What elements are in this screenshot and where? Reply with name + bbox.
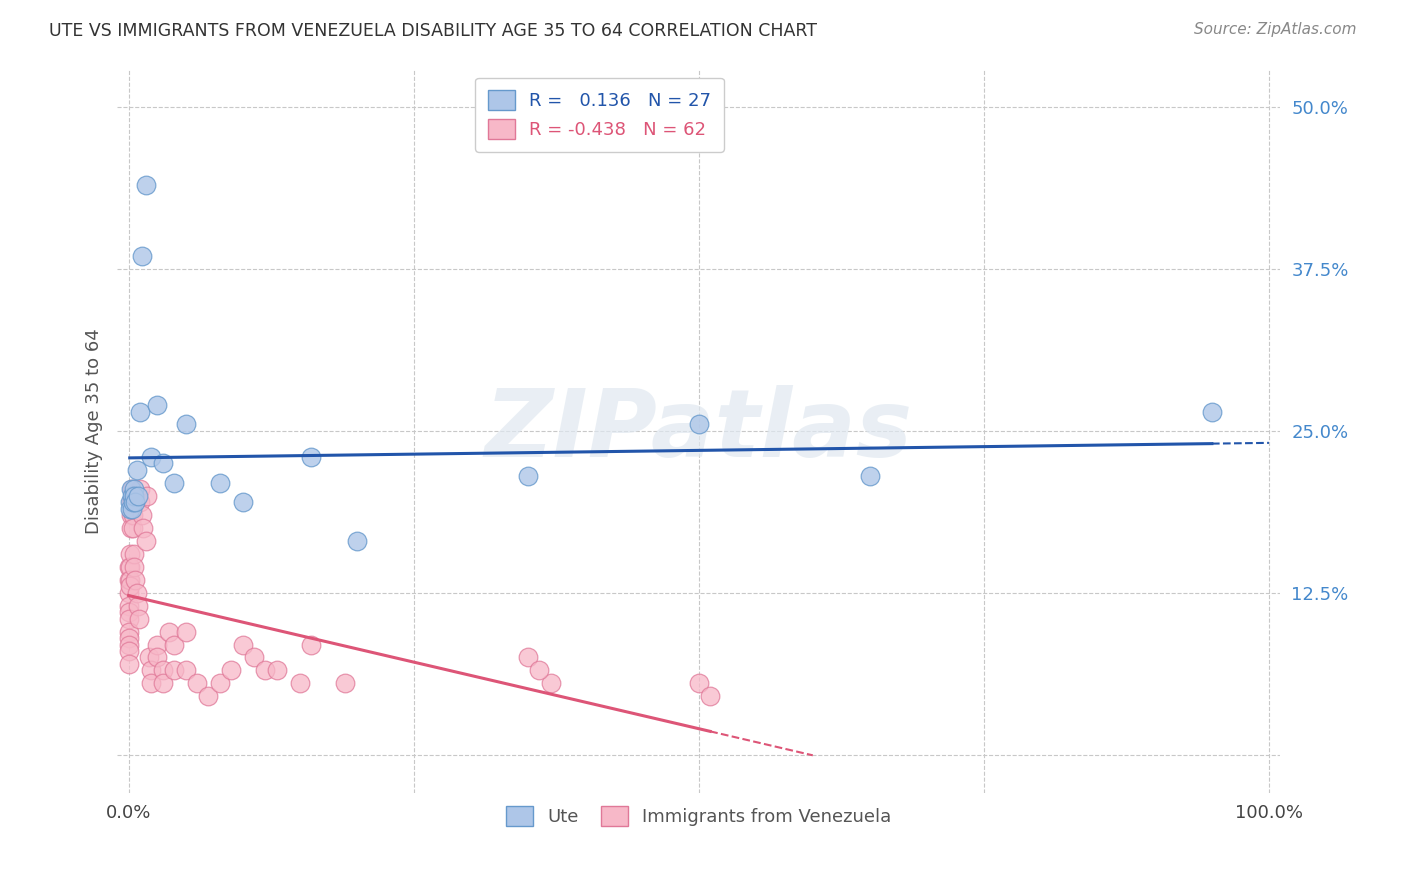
Point <box>141 676 163 690</box>
Point <box>208 676 231 690</box>
Point <box>516 469 538 483</box>
Point <box>174 624 197 639</box>
Point <box>117 573 139 587</box>
Point <box>299 638 322 652</box>
Point <box>117 624 139 639</box>
Text: Source: ZipAtlas.com: Source: ZipAtlas.com <box>1194 22 1357 37</box>
Point <box>232 638 254 652</box>
Point <box>131 249 153 263</box>
Point <box>128 612 150 626</box>
Point <box>124 547 146 561</box>
Point <box>141 450 163 464</box>
Point <box>122 521 145 535</box>
Point <box>146 398 169 412</box>
Point <box>243 650 266 665</box>
Point <box>163 638 186 652</box>
Point <box>118 501 141 516</box>
Point <box>121 501 143 516</box>
Point <box>124 573 146 587</box>
Point <box>157 624 180 639</box>
Point <box>859 469 882 483</box>
Point <box>219 664 242 678</box>
Point <box>288 676 311 690</box>
Point <box>125 585 148 599</box>
Point <box>138 650 160 665</box>
Point <box>335 676 357 690</box>
Point <box>117 644 139 658</box>
Point <box>124 482 146 496</box>
Y-axis label: Disability Age 35 to 64: Disability Age 35 to 64 <box>86 328 103 533</box>
Point <box>118 495 141 509</box>
Point <box>699 690 721 704</box>
Point <box>117 612 139 626</box>
Point <box>120 482 142 496</box>
Point <box>163 664 186 678</box>
Point <box>117 585 139 599</box>
Point <box>152 676 174 690</box>
Text: ZIPatlas: ZIPatlas <box>485 385 912 477</box>
Point <box>197 690 219 704</box>
Point <box>141 664 163 678</box>
Point <box>127 599 149 613</box>
Point <box>174 417 197 432</box>
Point <box>125 463 148 477</box>
Point <box>163 475 186 490</box>
Point <box>129 495 152 509</box>
Point <box>127 489 149 503</box>
Point <box>516 650 538 665</box>
Point <box>122 508 145 522</box>
Point <box>254 664 277 678</box>
Point <box>120 508 142 522</box>
Point <box>135 489 157 503</box>
Point <box>266 664 288 678</box>
Point <box>688 417 710 432</box>
Point <box>124 489 146 503</box>
Point <box>118 579 141 593</box>
Point <box>131 508 153 522</box>
Text: UTE VS IMMIGRANTS FROM VENEZUELA DISABILITY AGE 35 TO 64 CORRELATION CHART: UTE VS IMMIGRANTS FROM VENEZUELA DISABIL… <box>49 22 817 40</box>
Point <box>135 533 157 548</box>
Point <box>146 638 169 652</box>
Point <box>124 495 146 509</box>
Point <box>118 573 141 587</box>
Point <box>118 559 141 574</box>
Point <box>186 676 208 690</box>
Point <box>152 664 174 678</box>
Point <box>540 676 562 690</box>
Point <box>129 482 152 496</box>
Point <box>117 631 139 645</box>
Point <box>121 489 143 503</box>
Point <box>1201 404 1223 418</box>
Point <box>688 676 710 690</box>
Legend: Ute, Immigrants from Venezuela: Ute, Immigrants from Venezuela <box>498 797 900 835</box>
Point <box>132 521 155 535</box>
Point <box>121 495 143 509</box>
Point <box>135 178 157 192</box>
Point <box>117 599 139 613</box>
Point <box>129 404 152 418</box>
Point <box>122 495 145 509</box>
Point <box>117 605 139 619</box>
Point <box>120 521 142 535</box>
Point <box>124 559 146 574</box>
Point <box>118 547 141 561</box>
Point <box>146 650 169 665</box>
Point <box>232 495 254 509</box>
Point <box>208 475 231 490</box>
Point <box>527 664 550 678</box>
Point <box>299 450 322 464</box>
Point <box>117 657 139 671</box>
Point <box>346 533 368 548</box>
Point <box>174 664 197 678</box>
Point <box>117 638 139 652</box>
Point <box>152 456 174 470</box>
Point <box>121 482 143 496</box>
Point <box>120 495 142 509</box>
Point <box>117 559 139 574</box>
